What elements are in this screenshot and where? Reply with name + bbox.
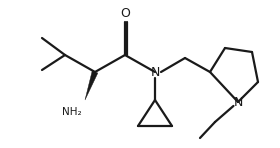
Text: O: O	[120, 7, 130, 20]
Text: NH₂: NH₂	[62, 107, 82, 117]
Polygon shape	[85, 71, 98, 100]
Text: N: N	[233, 95, 243, 108]
Text: N: N	[150, 66, 160, 78]
